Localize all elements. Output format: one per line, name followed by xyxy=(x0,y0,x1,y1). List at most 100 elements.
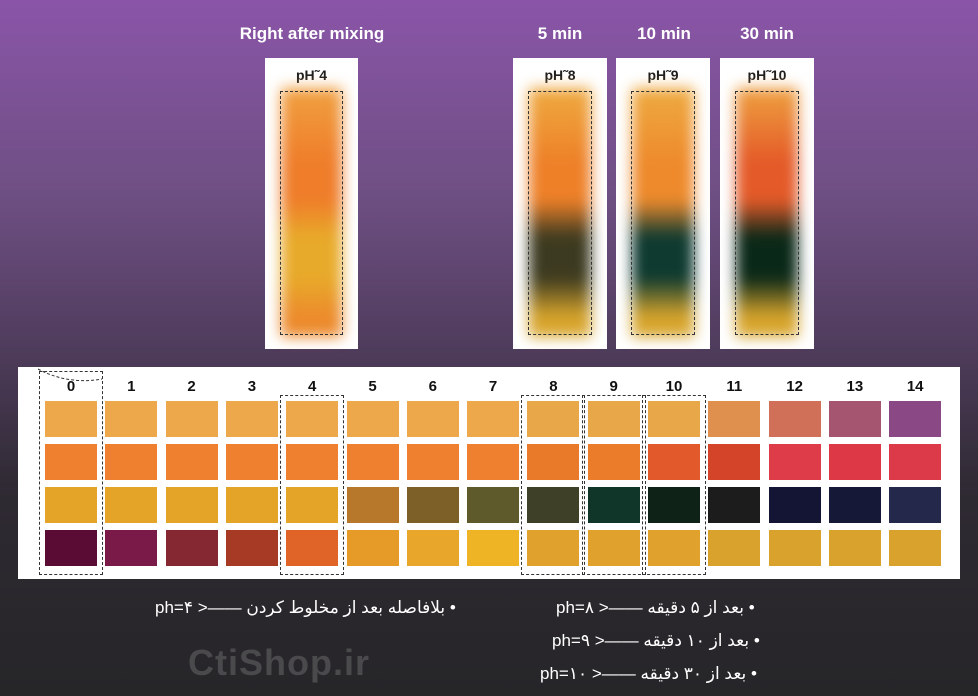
ph-number-label: 10 xyxy=(665,378,683,395)
strip-outline xyxy=(280,91,343,335)
note-after-10-min: • بعد از ۱۰ دقیقه ——< ph=۹ xyxy=(552,631,760,650)
ph-number-label: 5 xyxy=(368,378,377,395)
color-swatch xyxy=(406,530,459,566)
header-10-min: 10 min xyxy=(637,24,691,43)
color-swatch xyxy=(648,444,700,480)
strip-color xyxy=(281,88,342,337)
color-swatch xyxy=(587,401,640,437)
color-swatch xyxy=(828,530,881,566)
color-swatch xyxy=(828,401,881,437)
test-strip-ph10: pH˜10 xyxy=(720,58,814,349)
color-swatch xyxy=(286,530,339,566)
ph-number-label: 8 xyxy=(549,378,558,395)
color-swatch xyxy=(708,444,761,480)
color-swatch xyxy=(165,444,218,480)
color-swatch xyxy=(768,444,821,480)
color-swatch xyxy=(768,530,821,566)
ph-number-label: 0 xyxy=(66,378,76,395)
strip-label: pH˜4 xyxy=(295,67,328,83)
ph-number-label: 14 xyxy=(906,378,924,395)
strip-outline xyxy=(735,91,799,335)
color-swatch xyxy=(165,487,218,523)
color-swatch xyxy=(527,401,580,437)
color-swatch xyxy=(45,530,97,566)
strip-outline xyxy=(631,91,695,335)
color-swatch xyxy=(286,401,339,437)
color-swatch xyxy=(346,444,399,480)
strip-outline xyxy=(528,91,592,335)
color-swatch xyxy=(587,487,640,523)
ph-number-label: 11 xyxy=(726,378,743,395)
strip-color xyxy=(736,88,798,337)
column-highlight xyxy=(642,395,706,575)
color-swatch xyxy=(708,530,761,566)
color-swatch xyxy=(467,401,520,437)
color-swatch xyxy=(889,401,942,437)
header-30-min: 30 min xyxy=(740,24,794,43)
color-swatch xyxy=(105,530,158,566)
color-swatch xyxy=(889,530,942,566)
strip-label: pH˜8 xyxy=(544,67,576,83)
strip-color xyxy=(632,88,694,337)
color-swatch xyxy=(406,487,459,523)
column-highlight xyxy=(280,395,345,575)
color-swatch xyxy=(45,401,97,437)
column-highlight xyxy=(39,371,103,575)
ph-number-label: 3 xyxy=(247,378,257,395)
color-swatch xyxy=(225,444,278,480)
color-swatch xyxy=(527,444,580,480)
header-5-min: 5 min xyxy=(537,24,583,43)
color-swatch xyxy=(828,487,881,523)
color-swatch xyxy=(648,487,700,523)
ph-number-label: 2 xyxy=(187,378,196,395)
color-swatch xyxy=(648,530,700,566)
color-swatch xyxy=(889,487,942,523)
color-swatch xyxy=(286,444,339,480)
ph-number-label: 13 xyxy=(846,378,864,395)
note-after-30-min: • بعد از ۳۰ دقیقه ——< ph=۱۰ xyxy=(540,664,757,683)
color-swatch xyxy=(768,487,821,523)
ph-number-label: 6 xyxy=(428,378,437,395)
color-swatch xyxy=(768,401,821,437)
test-strip-ph9: pH˜9 xyxy=(616,58,710,349)
color-swatch xyxy=(587,444,640,480)
color-swatch xyxy=(828,444,881,480)
ph-color-chart: 0 1 2 3 4 5 6 7 8 9 10 11 12 13 14 xyxy=(18,367,960,579)
color-swatch xyxy=(45,444,97,480)
color-swatch xyxy=(45,487,97,523)
color-swatch xyxy=(467,444,520,480)
test-strip-ph8: pH˜8 xyxy=(513,58,607,349)
watermark-logo: CtiShop.ir xyxy=(188,642,370,683)
color-swatch xyxy=(105,401,158,437)
strip-color xyxy=(529,88,591,337)
color-swatch xyxy=(165,530,218,566)
color-swatch xyxy=(406,401,459,437)
ph-number-label: 1 xyxy=(127,378,136,395)
header-right-after-mixing: Right after mixing xyxy=(239,24,385,43)
strip-label: pH˜10 xyxy=(747,67,787,83)
color-swatch xyxy=(165,401,218,437)
strip-label: pH˜9 xyxy=(647,67,679,83)
color-swatch xyxy=(105,487,158,523)
test-strip-ph4: pH˜4 xyxy=(265,58,358,349)
color-swatch xyxy=(346,487,399,523)
color-swatch xyxy=(587,530,640,566)
column-highlight xyxy=(521,395,586,575)
note-right-after-mixing: • بلافاصله بعد از مخلوط کردن ——< ph=۴ xyxy=(155,598,456,617)
color-swatch xyxy=(286,487,339,523)
color-swatch xyxy=(225,530,278,566)
color-swatch xyxy=(648,401,700,437)
ph-number-label: 4 xyxy=(308,378,317,395)
color-swatch xyxy=(225,401,278,437)
color-swatch xyxy=(708,487,761,523)
ph-number-label: 12 xyxy=(786,378,803,395)
color-swatch xyxy=(105,444,158,480)
note-after-5-min: • بعد از ۵ دقیقه ——< ph=۸ xyxy=(556,598,755,617)
color-swatch xyxy=(346,401,399,437)
color-swatch xyxy=(346,530,399,566)
ph-number-label: 7 xyxy=(488,378,498,395)
color-swatch xyxy=(889,444,942,480)
color-swatch xyxy=(467,530,520,566)
color-swatch xyxy=(527,530,580,566)
color-swatch xyxy=(527,487,580,523)
